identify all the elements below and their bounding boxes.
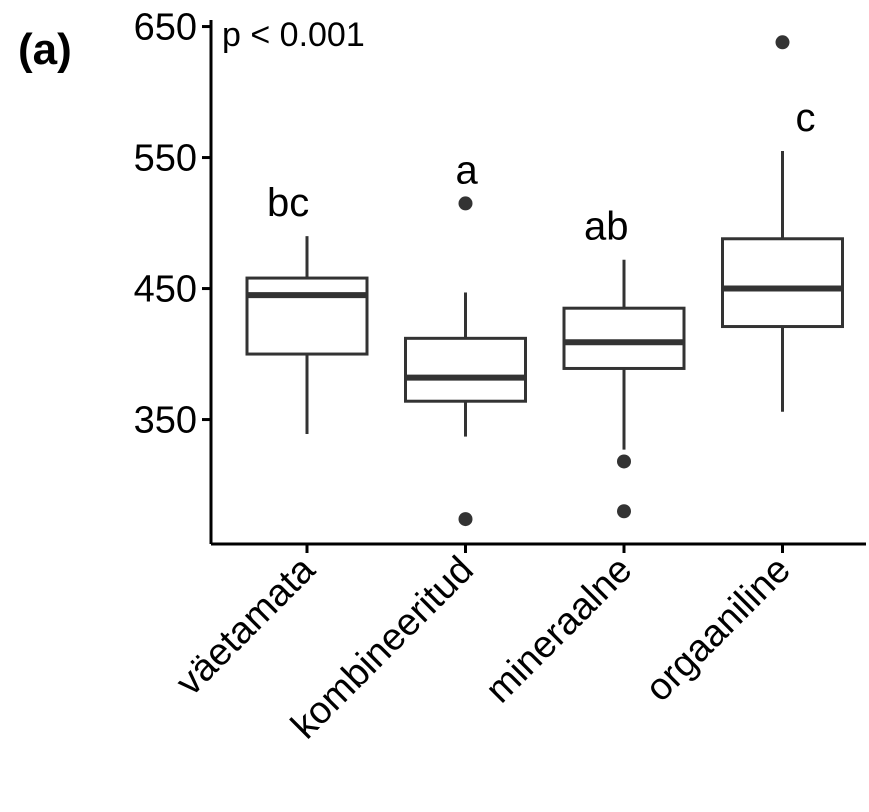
outlier-point [458,512,473,527]
significance-letter: bc [267,181,309,225]
box-group: bc [245,181,369,434]
box-group: a [404,148,527,527]
axes [209,20,866,546]
outlier-point [617,504,631,519]
p-value-annotation: p < 0.001 [222,16,365,54]
y-axis-ticks: 350 450 550 650 [134,7,211,442]
x-tick-label: mineraalne [478,549,641,712]
box-iqr [404,336,527,403]
box-group: c [721,35,844,412]
y-tick-label: 450 [134,269,197,311]
x-tick-label: orgaaniline [638,549,799,710]
x-tick-label: väetamata [168,548,324,704]
box-group: ab [562,205,686,519]
y-tick-label: 350 [134,400,197,442]
outlier-point [617,454,631,469]
y-tick-label: 650 [134,7,197,49]
y-tick-label: 550 [134,138,197,180]
significance-letter: a [456,148,479,192]
significance-letter: c [796,96,816,140]
outlier-point [775,35,790,50]
outlier-point [458,196,473,211]
significance-letter: ab [584,205,629,249]
boxes: bc a ab c [245,35,844,527]
x-axis-labels: väetamatakombineeritudmineraalneorgaanil… [168,544,799,747]
box-iqr [562,306,686,370]
box-iqr [245,276,369,356]
box-iqr [721,237,844,329]
panel-label: (a) [18,25,72,74]
